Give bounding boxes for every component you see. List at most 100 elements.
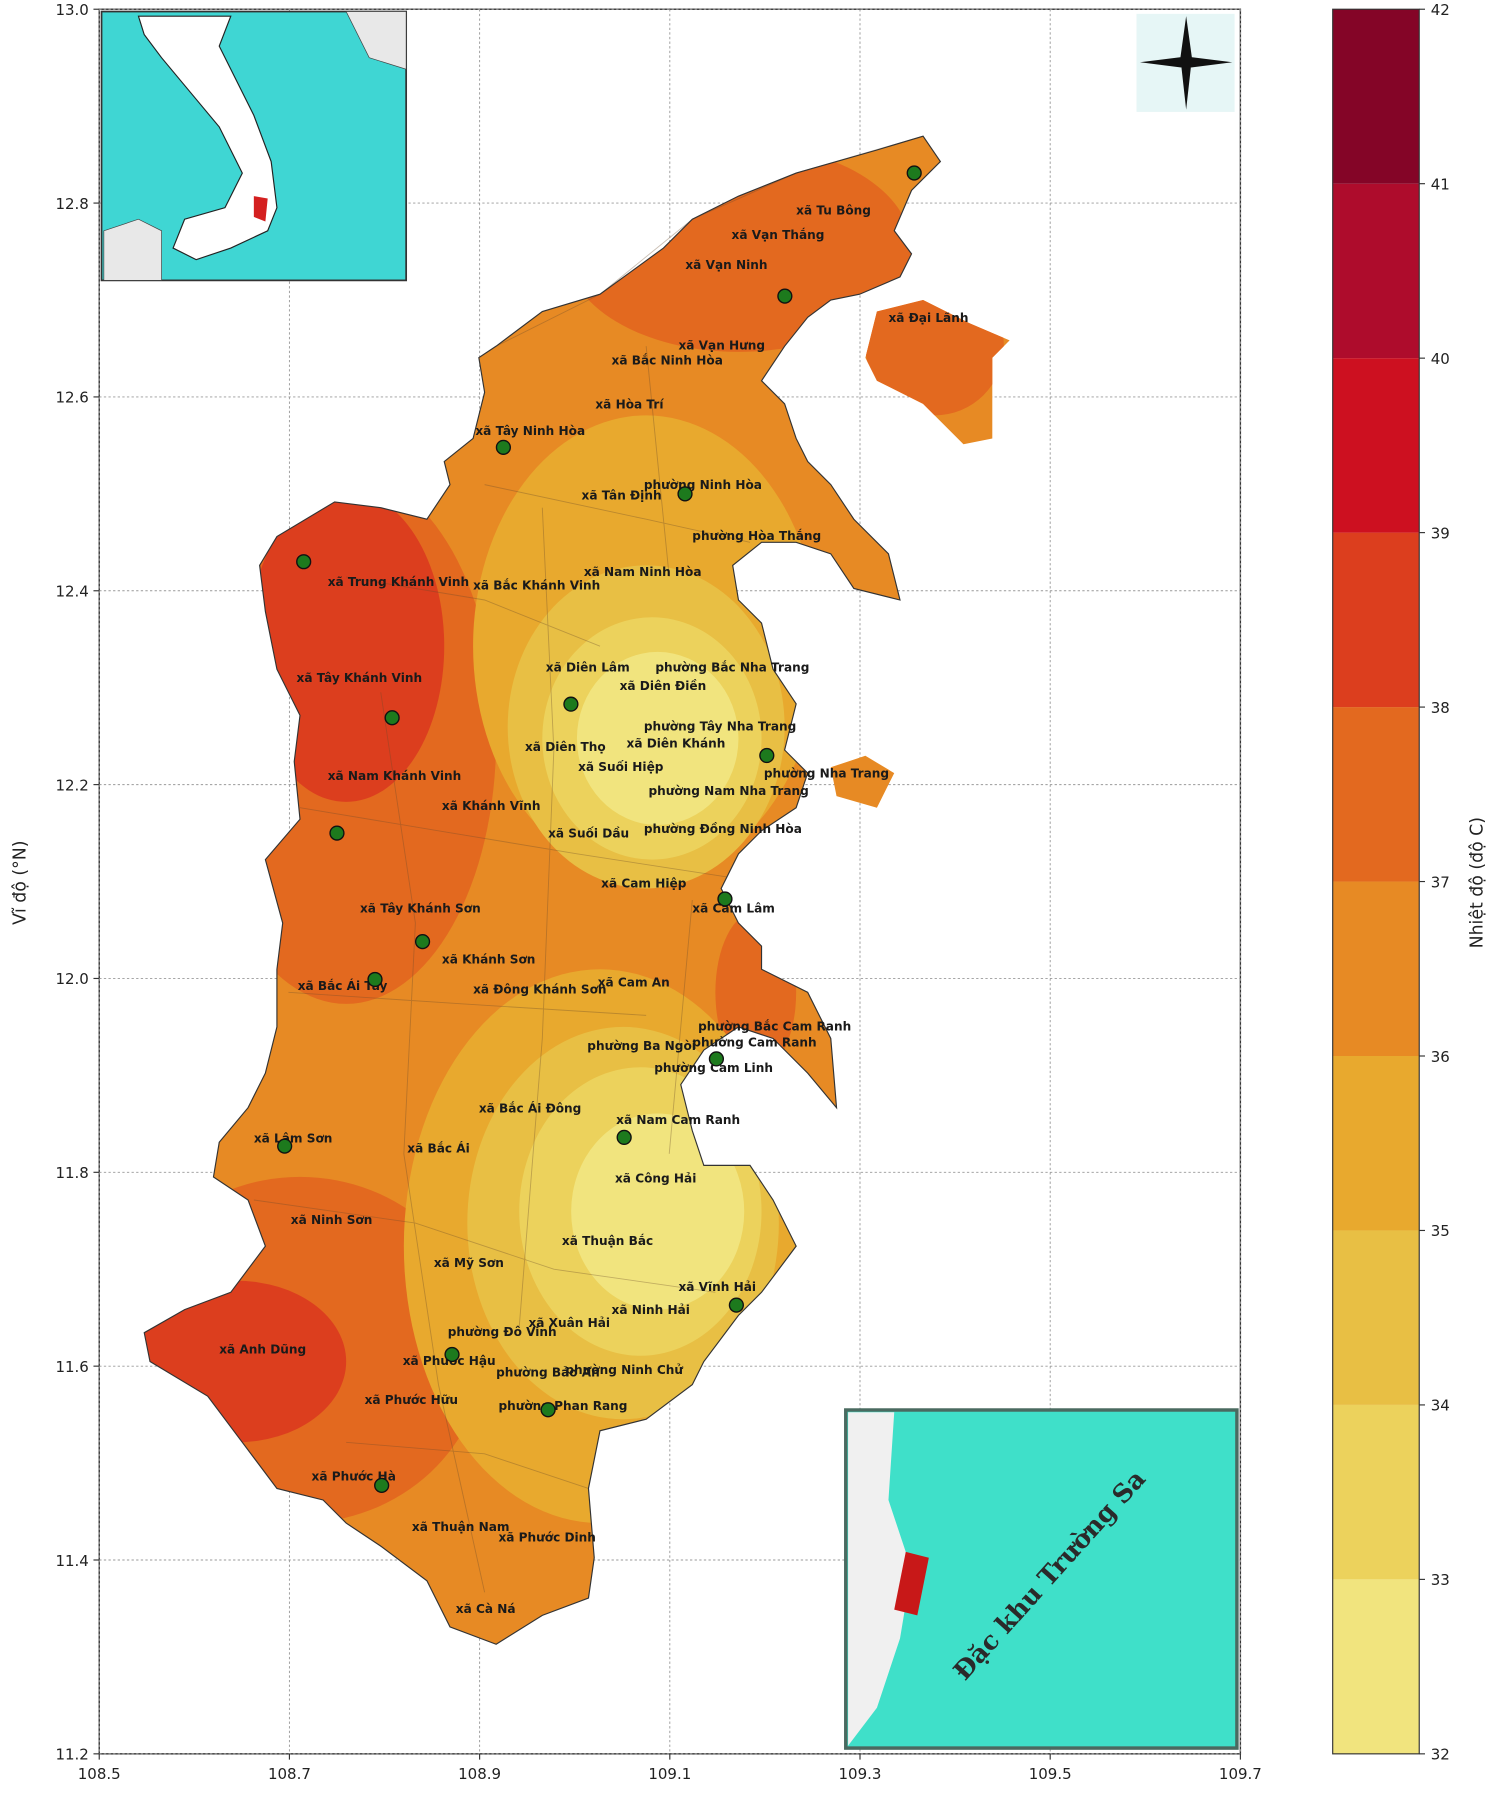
colorbar-tick-label: 38: [1431, 699, 1450, 717]
commune-label: phường Nam Nha Trang: [648, 784, 808, 798]
stations: [277, 165, 922, 1493]
y-tick-label: 11.2: [55, 1746, 88, 1764]
zone: [571, 1113, 745, 1310]
station: [777, 288, 793, 304]
commune-label: xã Tân Định: [582, 489, 662, 503]
x-tick-label: 108.5: [78, 1765, 121, 1783]
station: [759, 747, 775, 764]
commune-label: phường Bắc Cam Ranh: [698, 1019, 851, 1033]
commune-label: phường Cam Linh: [654, 1061, 773, 1075]
colorbar-band: [1332, 881, 1420, 1056]
station: [444, 1346, 460, 1363]
commune-label: phường Bắc Nha Trang: [655, 661, 809, 675]
commune-label: xã Cam Hiệp: [601, 876, 687, 890]
commune-label: xã Thuận Nam: [412, 1520, 510, 1534]
commune-label: xã Hòa Trí: [595, 397, 664, 411]
station: [563, 696, 579, 712]
colorbar-band: [1332, 1404, 1420, 1580]
commune-label: phường Đô Vinh: [448, 1325, 557, 1339]
commune-label: xã Tây Khánh Vinh: [297, 671, 423, 685]
x-tick-label: 109.5: [1029, 1765, 1072, 1783]
commune-label: xã Bắc Ái Đông: [479, 1100, 582, 1115]
colorbar-band: [1332, 707, 1420, 882]
commune-label: xã Đại Lãnh: [888, 311, 968, 325]
compass: [1136, 13, 1235, 112]
commune-label: xã Vạn Ninh: [685, 258, 767, 272]
commune-label: xã Diên Lâm: [546, 661, 630, 675]
station: [367, 971, 383, 988]
x-tick-label: 109.1: [648, 1765, 691, 1783]
colorbar-band: [1332, 183, 1420, 359]
commune-label: xã Cà Ná: [456, 1602, 516, 1616]
commune-label: xã Ninh Hải: [612, 1303, 690, 1317]
zone: [576, 651, 739, 825]
commune-label: xã Vạn Thắng: [732, 228, 825, 242]
commune-label: xã Cam An: [598, 976, 670, 990]
x-tick-label: 108.9: [458, 1765, 501, 1783]
y-tick-label: 12.8: [55, 195, 88, 213]
commune-label: xã Khánh Sơn: [442, 952, 536, 966]
y-tick-label: 13.0: [55, 1, 88, 19]
colorbar-band: [1332, 1230, 1420, 1405]
commune-label: phường Phan Rang: [498, 1399, 627, 1413]
station: [414, 934, 431, 950]
station: [616, 1129, 632, 1146]
commune-label: phường Nha Trang: [764, 767, 889, 781]
commune-label: xã Ninh Sơn: [291, 1213, 373, 1227]
commune-label: xã Bắc Ái: [407, 1141, 470, 1156]
x-tick-label: 109.3: [839, 1765, 882, 1783]
commune-label: xã Trung Khánh Vinh: [328, 575, 469, 589]
colorbar-label: Nhiệt độ (độ C): [1468, 817, 1488, 948]
commune-label: xã Bắc Ái Tây: [298, 978, 388, 993]
colorbar-band: [1332, 358, 1420, 533]
colorbar-tick-label: 37: [1431, 873, 1450, 891]
truong-sa-inset: Đặc khu Trường Sa: [844, 1408, 1239, 1750]
colorbar-tick-label: 34: [1431, 1397, 1450, 1415]
y-axis-label: Vĩ độ (°N): [10, 841, 30, 925]
commune-label: xã Xuân Hải: [528, 1316, 610, 1330]
province-highlight: [894, 1551, 929, 1616]
colorbar-tick-label: 36: [1431, 1048, 1450, 1066]
province-highlight: [253, 196, 268, 222]
commune-label: xã Phước Dinh: [498, 1531, 595, 1545]
commune-label: xã Phước Hữu: [365, 1393, 458, 1407]
commune-label: xã Bắc Ninh Hòa: [612, 354, 723, 368]
commune-label: xã Vĩnh Hải: [678, 1280, 756, 1294]
commune-label: xã Phước Hà: [312, 1469, 396, 1483]
colorbar-tick-label: 42: [1431, 1, 1450, 19]
commune-label: xã Tây Khánh Sơn: [360, 902, 481, 916]
compass-rose: [1140, 16, 1233, 110]
colorbar-band: [1332, 532, 1420, 708]
commune-label: phường Hòa Thắng: [692, 529, 821, 543]
commune-label: phường Ba Ngòi: [587, 1039, 696, 1053]
station: [708, 1051, 725, 1067]
commune-label: xã Nam Cam Ranh: [616, 1113, 740, 1127]
station: [677, 486, 693, 502]
y-tick-label: 12.0: [55, 970, 88, 988]
y-tick-label: 12.4: [55, 583, 88, 601]
commune-label: xã Đông Khánh Sơn: [473, 982, 606, 996]
commune-label: xã Bắc Khánh Vinh: [473, 579, 600, 593]
commune-label: xã Công Hải: [615, 1172, 696, 1186]
commune-label: xã Cam Lâm: [692, 902, 775, 916]
station: [384, 710, 400, 726]
station: [374, 1477, 390, 1493]
y-tick-label: 11.8: [55, 1164, 88, 1182]
commune-label: xã Anh Dũng: [219, 1342, 306, 1356]
commune-label: xã Lâm Sơn: [254, 1131, 333, 1145]
y-tick-label: 12.6: [55, 389, 88, 407]
colorbar-tick-label: 33: [1431, 1571, 1450, 1589]
commune-label: phường Ninh Chử: [565, 1363, 683, 1377]
commune-label: xã Diên Điền: [620, 679, 707, 693]
station: [329, 825, 345, 841]
commune-label: phường Đồng Ninh Hòa: [644, 822, 802, 836]
station: [728, 1297, 744, 1313]
commune-label: xã Suối Dầu: [548, 827, 629, 841]
commune-label: xã Nam Khánh Vinh: [328, 769, 462, 783]
colorbar-tick-label: 39: [1431, 524, 1450, 542]
commune-labels: xã Tu Bông xã Vạn Thắng xã Vạn Ninh xã Đ…: [219, 204, 968, 1616]
colorbar-tick-label: 35: [1431, 1222, 1450, 1240]
y-tick-label: 11.4: [55, 1552, 88, 1570]
commune-label: phường Tây Nha Trang: [644, 719, 796, 733]
